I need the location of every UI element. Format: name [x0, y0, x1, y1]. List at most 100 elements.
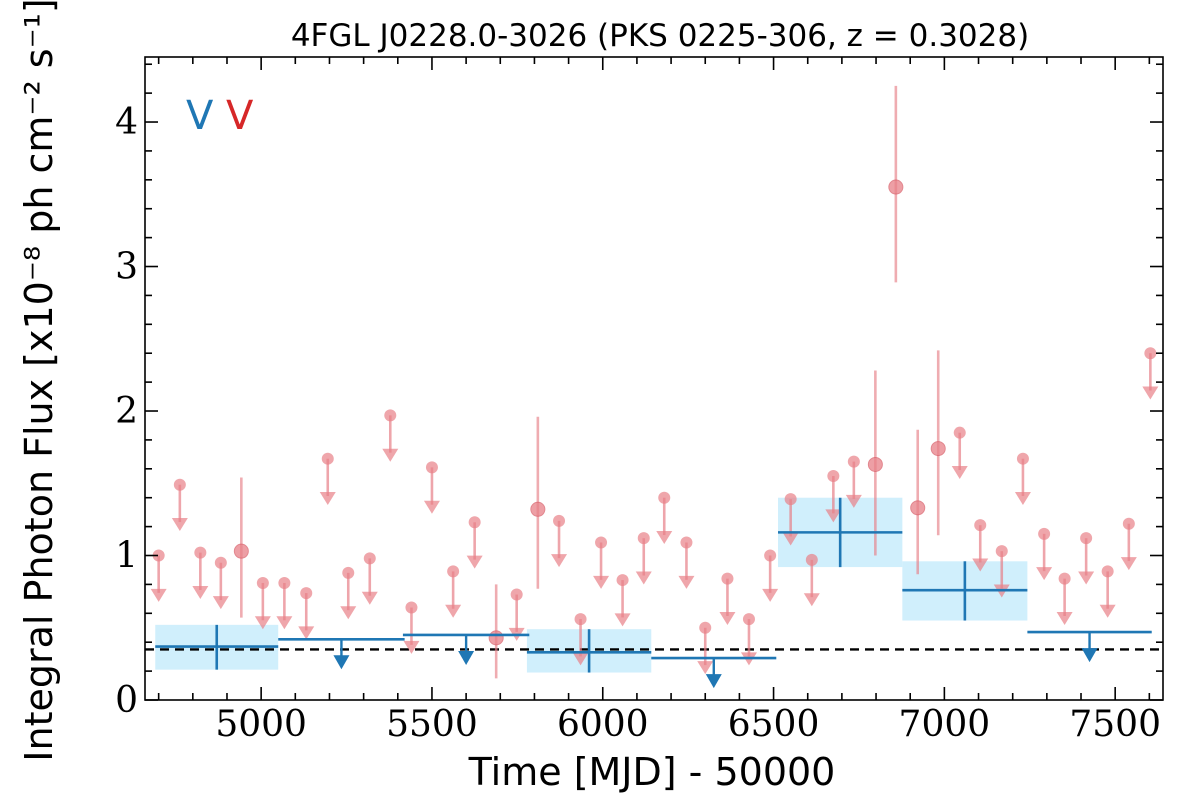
short-bin-point — [1038, 527, 1051, 540]
chart-title: 4FGL J0228.0-3026 (PKS 0225-306, z = 0.3… — [291, 18, 1029, 54]
short-bin-point — [637, 532, 650, 545]
short-bin-arrowhead — [951, 466, 968, 480]
x-tick-label: 5000 — [215, 704, 307, 745]
y-tick-label: 1 — [115, 536, 138, 577]
short-bin-point — [574, 613, 587, 626]
short-bin-point — [278, 576, 291, 589]
short-bin-arrowhead — [171, 518, 188, 532]
short-bin-arrowhead — [298, 626, 315, 640]
short-bin-arrowhead — [845, 494, 862, 508]
x-tick-label: 7000 — [899, 704, 991, 745]
short-bin-point — [425, 461, 438, 474]
short-bin-point — [974, 519, 987, 532]
legend-entry: V — [226, 93, 254, 139]
short-bin-point — [1101, 565, 1114, 578]
short-bin-arrowhead — [803, 593, 820, 607]
short-bin-point — [468, 516, 481, 529]
short-bin-arrowhead — [825, 509, 842, 523]
short-bin-arrowhead — [466, 555, 483, 569]
short-bin-point — [363, 552, 376, 565]
short-bin-point — [530, 501, 546, 517]
short-bin-point — [342, 566, 355, 579]
short-bin-point — [721, 572, 734, 585]
short-bin-point — [930, 441, 946, 457]
short-bin-point — [616, 574, 629, 587]
short-bin-arrowhead — [1120, 557, 1137, 571]
short-bin-arrowhead — [1099, 604, 1116, 618]
short-bin-point — [447, 565, 460, 578]
short-bin-point — [300, 587, 313, 600]
short-bin-arrowhead — [656, 531, 673, 545]
short-bin-point — [152, 549, 165, 562]
short-bin-arrowhead — [1056, 611, 1073, 625]
short-bin-point — [805, 553, 818, 566]
short-bin-point — [553, 514, 566, 527]
short-bin-point — [1122, 517, 1135, 530]
short-bin-arrowhead — [593, 575, 610, 589]
short-bin-arrowhead — [382, 448, 399, 462]
short-bin-arrowhead — [1014, 492, 1031, 506]
short-bin-point — [658, 491, 671, 504]
legend-entry: V — [186, 93, 214, 139]
short-bin-arrowhead — [423, 500, 440, 514]
plot-frame — [144, 56, 1164, 701]
short-bin-point — [847, 455, 860, 468]
short-bin-point — [910, 500, 926, 516]
x-tick-label: 6500 — [728, 704, 820, 745]
y-axis: 0 1 2 3 4 — [115, 63, 1163, 721]
long-bin-arrowhead — [458, 650, 475, 665]
y-axis-label: Integral Photon Flux [x10⁻⁸ ph cm⁻² s⁻¹] — [17, 0, 61, 762]
short-bin-point — [595, 536, 608, 549]
short-bin-point — [194, 546, 207, 559]
short-bin-arrowhead — [212, 596, 229, 610]
long-bin-arrowhead — [1081, 648, 1098, 663]
short-bin-arrowhead — [678, 575, 695, 589]
plot-area — [144, 56, 1164, 701]
short-bin-arrowhead — [762, 588, 779, 602]
short-bin-point — [827, 470, 840, 483]
short-bin-arrowhead — [551, 554, 568, 568]
short-bin-point — [699, 621, 712, 634]
x-axis: 5000 5500 6000 6500 7000 7500 — [157, 57, 1161, 745]
short-bin-point — [680, 536, 693, 549]
short-bin-arrowhead — [782, 532, 799, 546]
short-bin-arrowhead — [276, 616, 293, 630]
short-bin-arrowhead — [254, 616, 271, 630]
short-bin-arrowhead — [972, 558, 989, 572]
short-bin-arrowhead — [697, 661, 714, 675]
short-bin-point — [1058, 572, 1071, 585]
y-tick-label: 2 — [115, 391, 138, 432]
short-bin-arrowhead — [340, 606, 357, 620]
y-tick-label: 0 — [115, 680, 138, 721]
short-bin-point — [384, 409, 397, 422]
short-bin-arrowhead — [572, 652, 589, 666]
short-bin-point — [764, 549, 777, 562]
short-bin-arrowhead — [1036, 567, 1053, 581]
short-bin-point — [233, 543, 249, 559]
short-bin-point — [488, 630, 504, 646]
long-bin-arrowhead — [333, 655, 350, 670]
short-bin-arrowhead — [361, 591, 378, 605]
short-bin-point — [867, 456, 883, 472]
short-bin-arrowhead — [614, 613, 631, 627]
short-bin-point — [405, 601, 418, 614]
y-tick-label: 4 — [115, 102, 138, 143]
short-bin-point — [173, 478, 186, 491]
short-bin-point — [214, 556, 227, 569]
short-bin-point — [953, 426, 966, 439]
short-bin-point — [888, 179, 904, 195]
short-bin-arrowhead — [719, 611, 736, 625]
short-bin-arrowhead — [445, 604, 462, 618]
short-bin-point — [321, 452, 334, 465]
short-bin-arrowhead — [1078, 571, 1095, 585]
x-tick-label: 7500 — [1069, 704, 1161, 745]
short-bin-arrowhead — [1142, 386, 1159, 400]
short-bin-arrowhead — [192, 585, 209, 599]
short-bin-point — [1016, 452, 1029, 465]
short-bin-point — [510, 588, 523, 601]
x-tick-label: 6000 — [557, 704, 649, 745]
y-tick-label: 3 — [115, 247, 138, 288]
x-axis-label: Time [MJD] - 50000 — [468, 750, 836, 794]
